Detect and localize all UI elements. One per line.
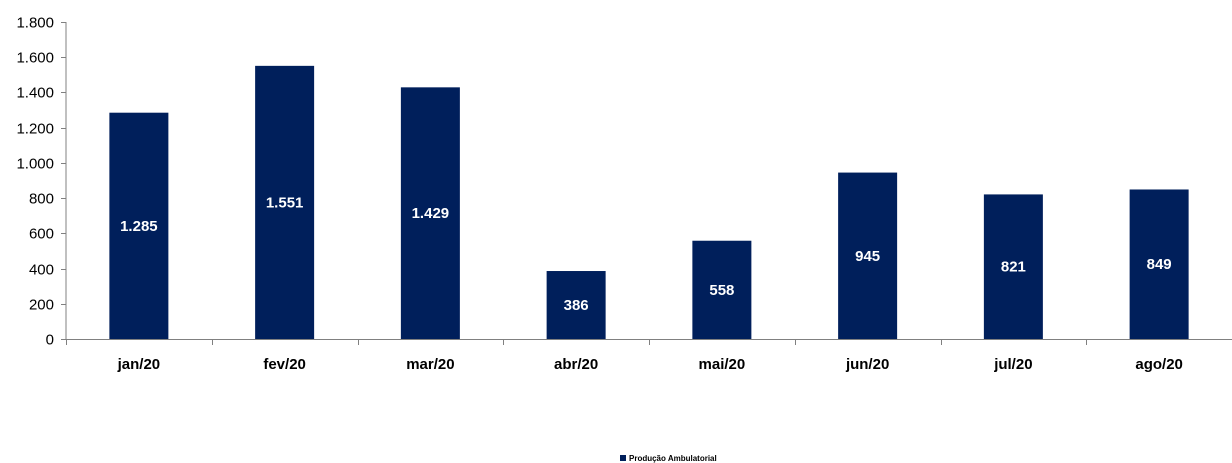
x-tick-label: ago/20 [1135, 356, 1183, 373]
legend-swatch [620, 455, 626, 461]
y-tick-label: 800 [29, 191, 54, 208]
y-tick-label: 600 [29, 226, 54, 243]
bar [692, 240, 752, 339]
y-tick-label: 400 [29, 262, 54, 279]
data-label: 558 [709, 282, 734, 299]
y-axis: 0 200 400 600 800 1.000 1.200 1.400 1.600 1.800 [16, 15, 67, 349]
x-tick-label: jun/20 [845, 356, 889, 373]
y-tick-label: 1.600 [16, 50, 54, 67]
y-tick-label: 1.200 [16, 121, 54, 138]
x-tick-label: mai/20 [699, 356, 746, 373]
legend: Produção Ambulatorial [620, 453, 717, 463]
data-label: 849 [1147, 256, 1172, 273]
x-tick-label: abr/20 [554, 356, 598, 373]
y-tick-label: 1.000 [16, 156, 54, 173]
x-tick-label: mar/20 [406, 356, 454, 373]
data-label: 1.429 [412, 205, 450, 222]
data-label: 945 [855, 248, 880, 265]
bar [255, 65, 315, 339]
bar [838, 172, 898, 339]
y-tick-label: 1.800 [16, 15, 54, 32]
data-label: 386 [564, 297, 589, 314]
x-tick-label: fev/20 [263, 356, 306, 373]
data-label: 1.285 [120, 218, 158, 235]
bar [109, 112, 169, 339]
x-tick-label: jul/20 [993, 356, 1032, 373]
x-axis: jan/20 fev/20 mar/20 abr/20 mai/20 jun/20 jul/… [66, 339, 1232, 373]
y-tick-label: 1.400 [16, 85, 54, 102]
bar [400, 87, 460, 339]
x-tick-label: jan/20 [117, 356, 161, 373]
legend-label: Produção Ambulatorial [629, 453, 717, 463]
bar [983, 194, 1043, 339]
bar [546, 271, 606, 339]
data-label: 1.551 [266, 194, 304, 211]
bar [1129, 189, 1189, 339]
bars: 1.285 1.551 1.429 386 558 945 821 849 [109, 65, 1189, 339]
y-tick-label: 0 [46, 332, 54, 349]
data-label: 821 [1001, 259, 1026, 276]
y-tick-label: 200 [29, 297, 54, 314]
